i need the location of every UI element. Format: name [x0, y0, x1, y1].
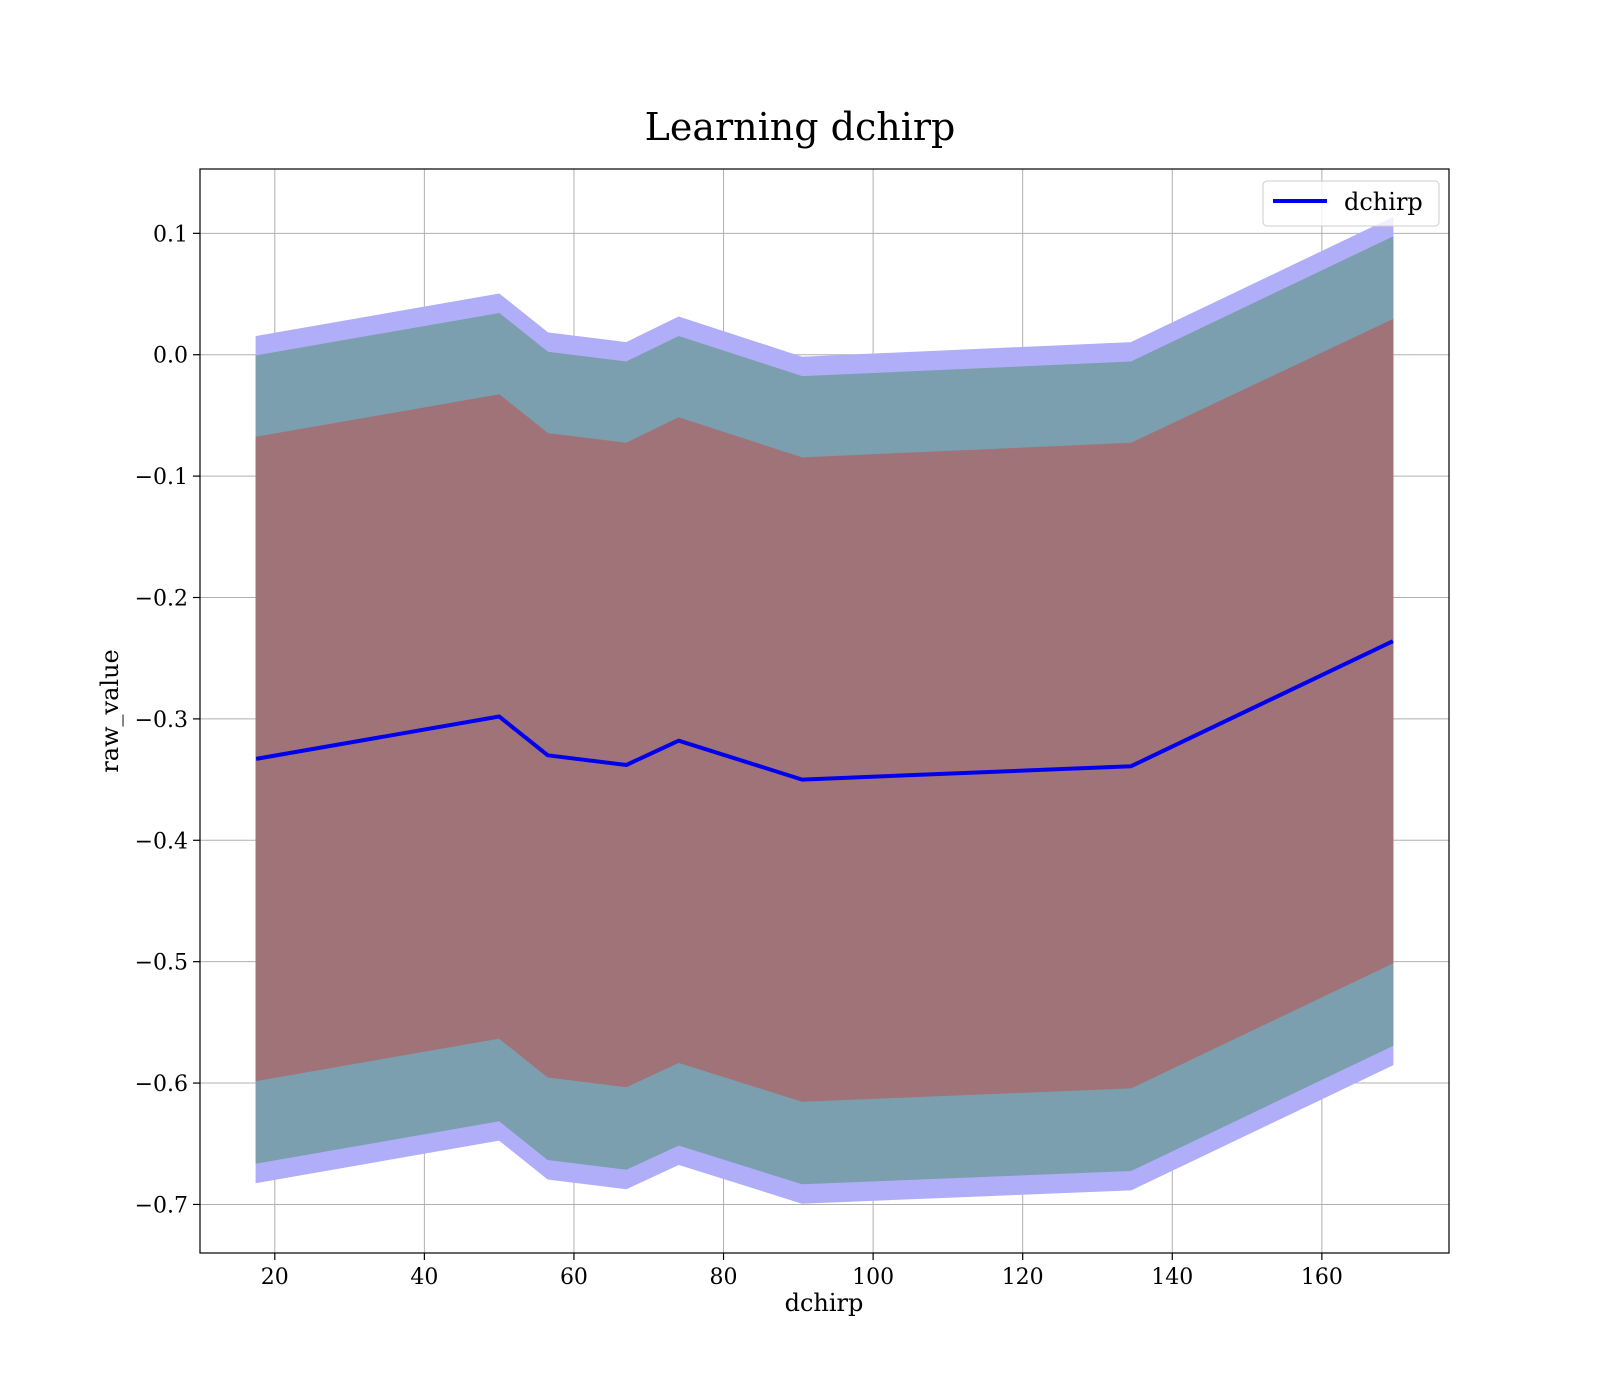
confidence-bands [255, 216, 1394, 1204]
x-tick-label: 60 [560, 1265, 588, 1290]
series-line-dchirp [255, 639, 1394, 782]
y-axis-ticks: 0.1 0.0 −0.1 −0.2 −0.3 −0.4 −0.5 −0.6 −0.7 [135, 222, 200, 1218]
y-tick-label: −0.1 [135, 465, 188, 490]
x-tick-label: 140 [1151, 1265, 1193, 1290]
y-axis-label: raw_value [96, 649, 124, 773]
plot-frame [199, 168, 1450, 1254]
y-tick-label: −0.3 [135, 708, 188, 733]
x-axis-label: dchirp [785, 1289, 864, 1317]
y-tick-label: 0.1 [153, 222, 188, 247]
x-tick-label: 120 [1002, 1265, 1044, 1290]
y-tick-label: −0.5 [135, 951, 188, 976]
x-tick-label: 40 [410, 1265, 438, 1290]
x-tick-label: 100 [852, 1265, 894, 1290]
x-axis-ticks: 20 40 60 80 100 120 140 160 [261, 1253, 1343, 1290]
legend-label-dchirp: dchirp [1344, 188, 1423, 216]
x-tick-label: 20 [261, 1265, 289, 1290]
legend: dchirp [1262, 180, 1440, 227]
y-tick-label: −0.2 [135, 587, 188, 612]
series-lines [255, 639, 1394, 782]
legend-box [1262, 180, 1440, 227]
y-tick-label: −0.6 [135, 1072, 188, 1097]
chart-title: Learning dchirp [645, 105, 956, 149]
y-tick-label: −0.7 [135, 1193, 188, 1218]
band-inner [255, 318, 1394, 1102]
y-tick-label: 0.0 [153, 344, 188, 369]
x-tick-label: 160 [1301, 1265, 1343, 1290]
x-tick-label: 80 [710, 1265, 738, 1290]
y-tick-label: −0.4 [135, 829, 188, 854]
